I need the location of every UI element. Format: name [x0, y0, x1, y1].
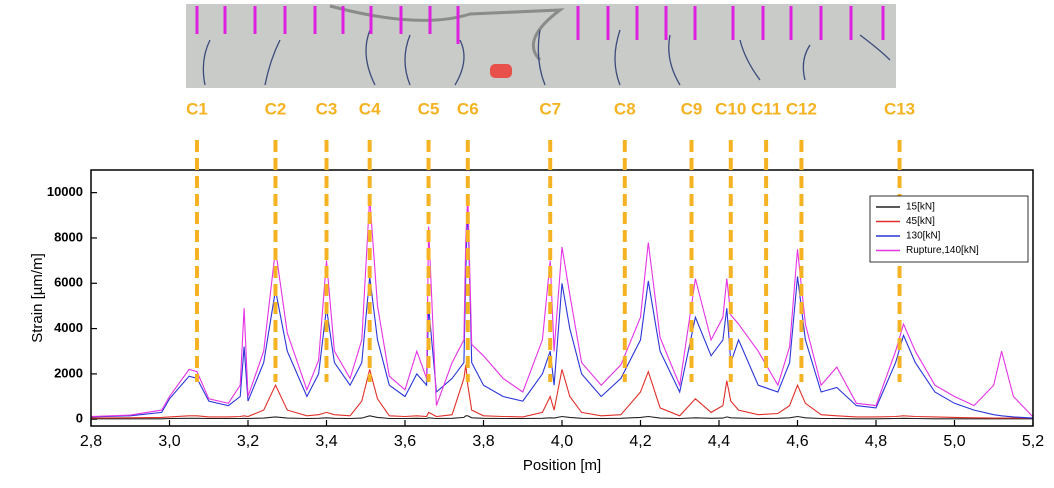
crack-label: C5 [418, 99, 440, 118]
legend-label: 45[kN] [906, 216, 935, 227]
legend-label: 15[kN] [906, 202, 935, 213]
crack-label: C4 [359, 99, 381, 118]
crack-label: C3 [316, 99, 338, 118]
crack-label: C1 [186, 99, 208, 118]
series-line [90, 364, 1033, 419]
x-tick-label: 3,8 [472, 433, 494, 450]
crack-label: C7 [539, 99, 561, 118]
crack-label: C10 [715, 99, 746, 118]
x-tick-label: 5,0 [943, 433, 965, 450]
crack-label: C12 [786, 99, 817, 118]
photo-sensor-marks [195, 6, 885, 44]
crack-label: C8 [614, 99, 636, 118]
x-axis-label: Position [m] [523, 457, 601, 474]
x-tick-label: 5,2 [1022, 433, 1044, 450]
x-tick-label: 3,2 [237, 433, 259, 450]
series-line [91, 415, 1033, 420]
x-tick-label: 3,0 [158, 433, 180, 450]
photo-object [490, 64, 512, 78]
crack-label: C11 [751, 99, 781, 118]
y-tick-label: 6000 [54, 275, 83, 290]
beam-photo [186, 4, 896, 88]
y-tick-label: 2000 [54, 365, 83, 380]
crack-label: C13 [884, 99, 915, 118]
x-tick-label: 4,6 [786, 433, 808, 450]
x-tick-label: 4,8 [865, 433, 887, 450]
crack-label: C2 [265, 99, 287, 118]
x-tick-label: 4,4 [708, 433, 730, 450]
y-tick-label: 4000 [54, 320, 83, 335]
photo-crack-marks [202, 29, 891, 86]
y-tick-label: 8000 [54, 229, 83, 244]
y-axis-label: Strain [µm/m] [29, 253, 46, 343]
photo-crack [329, 4, 565, 62]
crack-label: C9 [681, 99, 703, 118]
crack-label: C6 [457, 99, 479, 118]
x-tick-label: 4,0 [551, 433, 573, 450]
x-tick-label: 2,8 [80, 433, 102, 450]
x-tick-label: 4,2 [629, 433, 651, 450]
y-tick-label: 10000 [47, 184, 83, 199]
y-tick-label: 0 [76, 411, 83, 426]
x-tick-label: 3,4 [315, 433, 337, 450]
legend-label: Rupture,140[kN] [906, 245, 979, 256]
x-tick-label: 3,6 [394, 433, 416, 450]
plot-frame [90, 169, 1034, 427]
legend-label: 130[kN] [906, 231, 941, 242]
